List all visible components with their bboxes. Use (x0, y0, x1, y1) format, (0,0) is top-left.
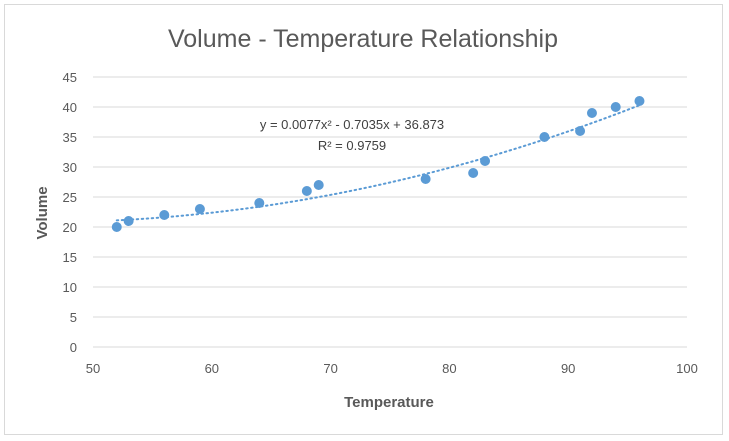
data-point (468, 168, 479, 178)
data-point (610, 102, 621, 112)
data-point (111, 222, 122, 232)
trendline-r-squared: R² = 0.9759 (318, 138, 386, 153)
data-point (254, 198, 265, 208)
y-tick-label: 15 (63, 250, 77, 265)
polynomial-trendline (115, 104, 641, 222)
x-tick-label: 90 (561, 361, 575, 376)
y-tick-label: 5 (70, 310, 77, 325)
gridlines (93, 76, 687, 348)
x-axis-title: Temperature (344, 394, 434, 411)
data-point (123, 216, 134, 226)
y-tick-label: 40 (63, 100, 77, 115)
x-tick-label: 100 (676, 361, 698, 376)
trendline-equation: y = 0.0077x² - 0.7035x + 36.873 (260, 117, 444, 132)
data-point (539, 132, 550, 142)
chart-title: Volume - Temperature Relationship (168, 25, 558, 53)
data-point (159, 210, 170, 220)
x-tick-label: 50 (86, 361, 100, 376)
y-tick-label: 25 (63, 190, 77, 205)
y-axis-ticks: 0 5 10 15 20 25 30 35 40 45 (63, 70, 77, 355)
x-tick-label: 80 (442, 361, 456, 376)
y-tick-label: 10 (63, 280, 77, 295)
x-tick-label: 70 (323, 361, 337, 376)
x-tick-label: 60 (205, 361, 219, 376)
data-points (111, 96, 645, 232)
data-point (194, 204, 205, 214)
data-point (313, 180, 324, 190)
data-point (586, 108, 597, 118)
data-point (420, 174, 431, 184)
y-tick-label: 45 (63, 70, 77, 85)
y-tick-label: 30 (63, 160, 77, 175)
y-axis-title: Volume (34, 186, 51, 239)
y-tick-label: 20 (63, 220, 77, 235)
y-tick-label: 0 (70, 340, 77, 355)
data-point (634, 96, 645, 106)
data-point (575, 126, 586, 136)
data-point (301, 186, 312, 196)
x-axis-ticks: 50 60 70 80 90 100 (86, 361, 698, 376)
y-tick-label: 35 (63, 130, 77, 145)
data-point (480, 156, 491, 166)
